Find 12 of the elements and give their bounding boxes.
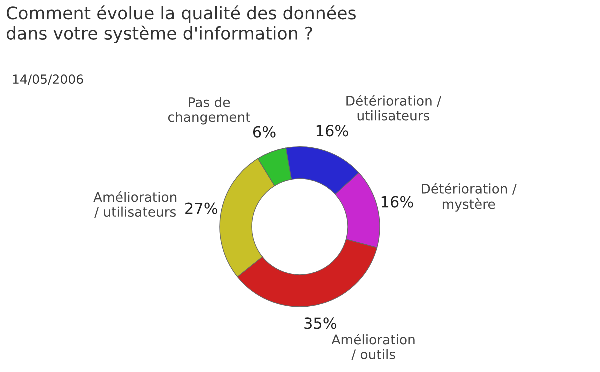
- chart-title: Comment évolue la qualité des données dans votre système d'information ?: [6, 6, 356, 44]
- data-label: 27%: [186, 202, 218, 214]
- slice-label: Détérioration / mystère: [422, 183, 517, 212]
- data-label: 6%: [253, 126, 276, 138]
- chart-subtitle: 14/05/2006: [13, 74, 84, 86]
- slice-label: Détérioration / utilisateurs: [346, 95, 442, 121]
- slice-label: Amélioration / utilisateurs: [94, 192, 177, 218]
- slice-label: Amélioration / outils: [332, 334, 415, 361]
- data-label: 16%: [382, 196, 414, 208]
- slice-label: Pas de changement: [168, 97, 250, 125]
- data-label: 16%: [316, 125, 348, 137]
- data-label: 35%: [304, 318, 337, 330]
